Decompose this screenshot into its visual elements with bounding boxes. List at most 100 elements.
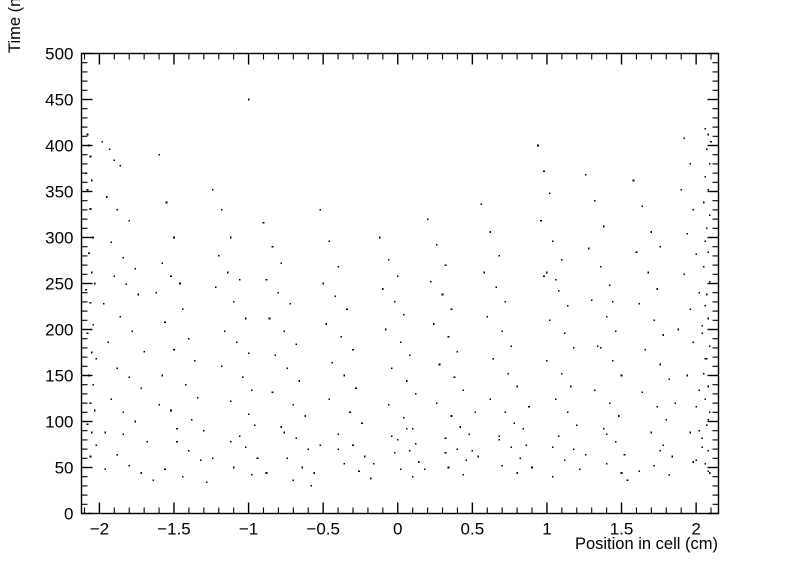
- scatter-point: [462, 474, 465, 476]
- scatter-point: [617, 415, 620, 417]
- scatter-point: [701, 446, 703, 449]
- scatter-point: [89, 402, 92, 404]
- scatter-point: [91, 351, 93, 354]
- scatter-point: [322, 282, 324, 285]
- scatter-point: [346, 308, 348, 311]
- scatter-point: [352, 444, 354, 447]
- scatter-point: [319, 209, 321, 211]
- scatter-point: [698, 389, 700, 392]
- scatter-point: [689, 431, 691, 434]
- scatter-point: [391, 435, 393, 438]
- scatter-point: [203, 429, 205, 432]
- scatter-point: [707, 385, 709, 388]
- scatter-point: [573, 347, 575, 349]
- scatter-point: [483, 271, 486, 274]
- scatter-point: [573, 448, 575, 450]
- scatter-point: [549, 192, 551, 195]
- scatter-point: [122, 411, 125, 414]
- scatter-points-group: [85, 98, 712, 487]
- scatter-point: [295, 343, 298, 346]
- scatter-point: [155, 291, 157, 294]
- scatter-point: [382, 288, 384, 290]
- scatter-point: [441, 293, 444, 296]
- scatter-point: [200, 459, 202, 461]
- scatter-point: [701, 332, 703, 334]
- scatter-point: [349, 411, 351, 414]
- scatter-point: [304, 415, 307, 417]
- scatter-point: [355, 387, 357, 390]
- scatter-point: [638, 302, 641, 305]
- scatter-point: [286, 367, 289, 369]
- scatter-point: [641, 391, 644, 393]
- scatter-point: [140, 387, 142, 390]
- scatter-point: [704, 304, 706, 307]
- scatter-point: [94, 409, 96, 412]
- scatter-point: [262, 221, 265, 224]
- scatter-point: [689, 163, 691, 165]
- scatter-point: [229, 400, 232, 403]
- x-tick-label: −0.5: [306, 520, 340, 539]
- scatter-point: [644, 348, 647, 351]
- scatter-point: [453, 376, 456, 379]
- scatter-point: [223, 330, 226, 333]
- scatter-point: [88, 144, 90, 147]
- scatter-point: [680, 188, 682, 191]
- scatter-point: [567, 304, 569, 307]
- scatter-point: [683, 273, 685, 276]
- scatter-point: [325, 323, 327, 325]
- scatter-point: [611, 359, 614, 362]
- scatter-point: [301, 466, 304, 469]
- scatter-point: [88, 252, 90, 254]
- scatter-point: [435, 402, 438, 404]
- scatter-point: [393, 301, 396, 303]
- scatter-point: [498, 435, 500, 438]
- scatter-point: [656, 405, 659, 408]
- scatter-point: [659, 245, 662, 248]
- scatter-point: [137, 293, 139, 296]
- scatter-point: [525, 444, 527, 447]
- scatter-point: [705, 358, 708, 360]
- scatter-point: [206, 481, 208, 484]
- scatter-point: [358, 470, 360, 472]
- scatter-point: [444, 437, 447, 439]
- scatter-point: [650, 231, 653, 233]
- scatter-point: [564, 332, 566, 334]
- scatter-point: [504, 411, 506, 414]
- scatter-point: [331, 361, 333, 364]
- scatter-point: [396, 439, 399, 441]
- scatter-point: [197, 396, 199, 399]
- scatter-point: [103, 302, 105, 305]
- scatter-point: [373, 463, 375, 465]
- scatter-point: [385, 328, 387, 331]
- scatter-point: [590, 299, 593, 301]
- scatter-point: [235, 341, 238, 344]
- scatter-point: [116, 367, 119, 369]
- scatter-point: [620, 374, 623, 377]
- scatter-point: [543, 170, 545, 173]
- scatter-point: [704, 240, 706, 242]
- scatter-point: [265, 279, 268, 281]
- scatter-point: [704, 175, 706, 178]
- scatter-point: [543, 275, 545, 277]
- scatter-point: [683, 137, 685, 139]
- scatter-point: [459, 426, 462, 428]
- x-tick-label: 2: [691, 520, 700, 539]
- scatter-point: [94, 282, 96, 285]
- scatter-point: [662, 334, 665, 336]
- x-tick-label: −1: [239, 520, 258, 539]
- scatter-point: [671, 455, 674, 458]
- scatter-point: [119, 164, 122, 167]
- scatter-point: [705, 293, 708, 296]
- scatter-point: [695, 253, 697, 255]
- scatter-point: [513, 422, 515, 425]
- scatter-point: [605, 315, 608, 318]
- scatter-point: [408, 450, 411, 452]
- scatter-point: [91, 179, 93, 182]
- scatter-point: [152, 479, 154, 482]
- scatter-point: [256, 457, 259, 460]
- scatter-point: [614, 330, 617, 333]
- scatter-point: [253, 424, 256, 426]
- scatter-point: [701, 437, 703, 439]
- scatter-point: [92, 383, 95, 386]
